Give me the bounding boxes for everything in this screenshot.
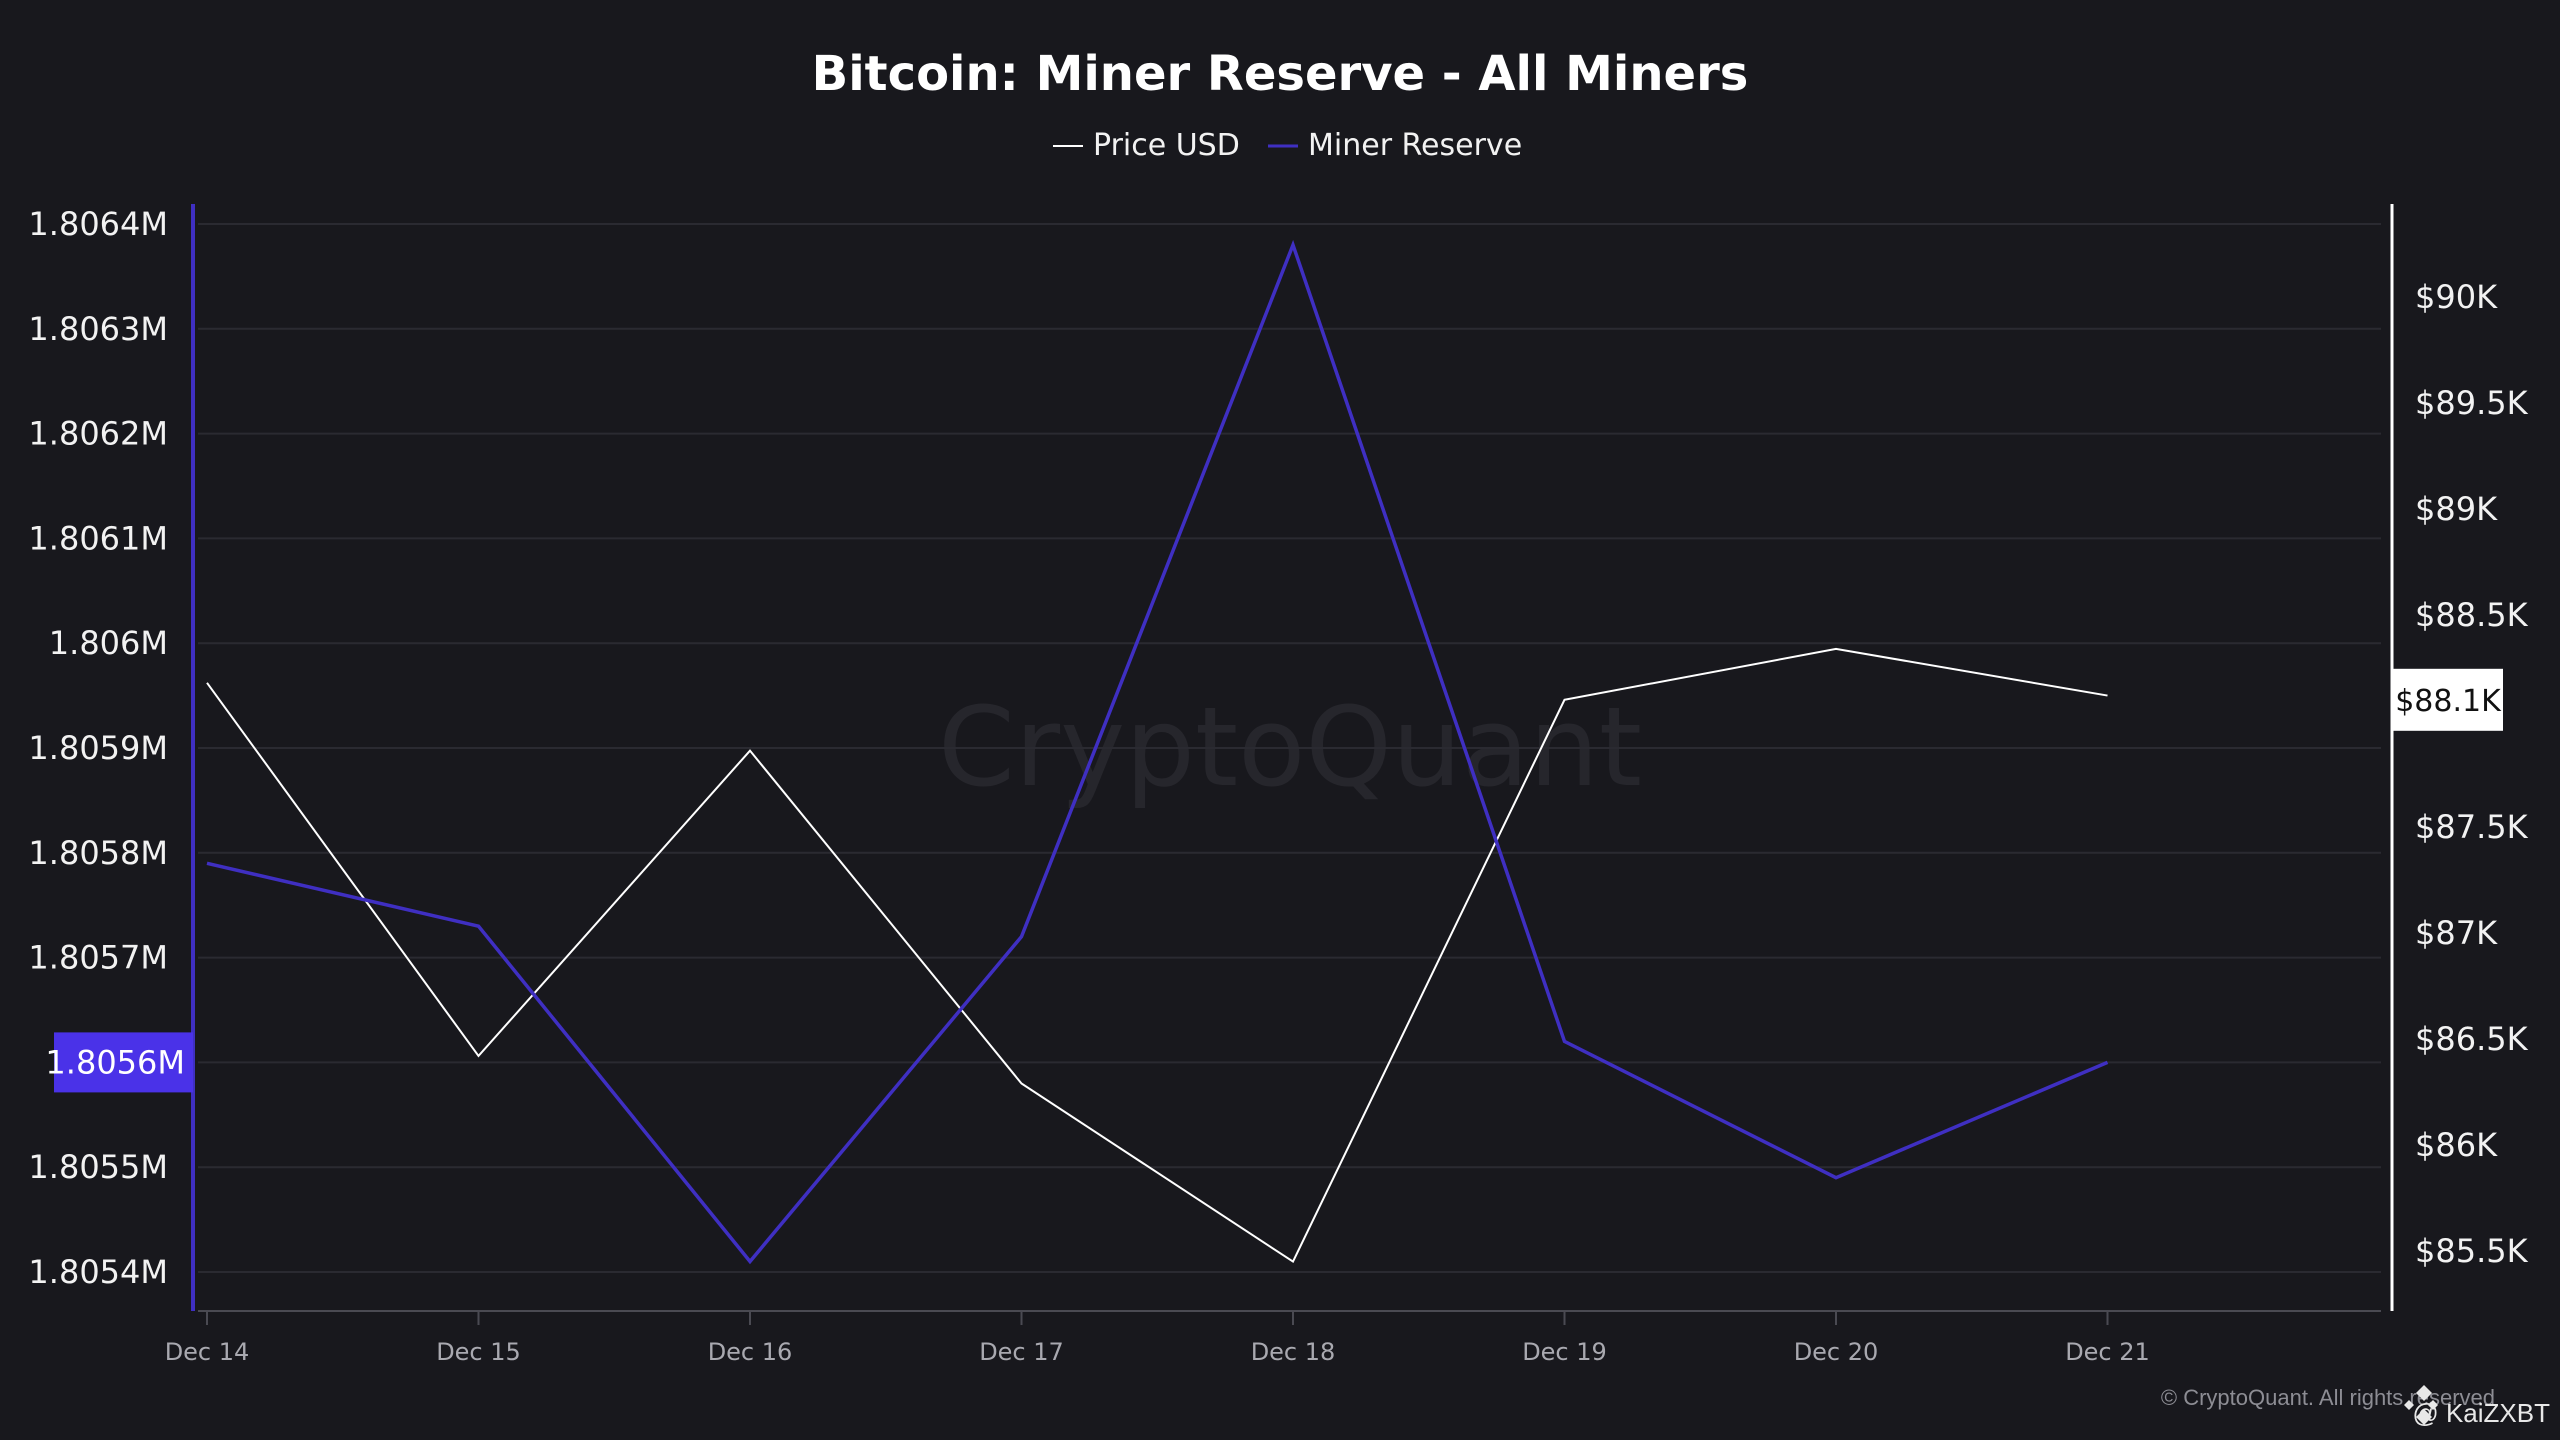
- left-tick-label: 1.8054M: [28, 1253, 168, 1291]
- right-tick-label: $87K: [2415, 914, 2498, 952]
- x-tick-label: Dec 16: [708, 1338, 793, 1366]
- left-tick-label: 1.806M: [49, 624, 168, 662]
- x-tick-label: Dec 21: [2065, 1338, 2150, 1366]
- right-crosshair-badge: [2393, 668, 2503, 731]
- left-tick-label: 1.8062M: [28, 415, 168, 453]
- right-tick-label: $89K: [2415, 490, 2498, 528]
- legend: Price USD Miner Reserve: [1053, 128, 1522, 163]
- x-tick-label: Dec 18: [1251, 1338, 1336, 1366]
- series-line-miner-reserve: [206, 239, 2109, 1265]
- x-tick-label: Dec 19: [1522, 1338, 1607, 1366]
- right-tick-label: $87.5K: [2415, 808, 2529, 846]
- author-credit: @ KaiZXBT: [2404, 1385, 2550, 1428]
- legend-miner-reserve[interactable]: Miner Reserve: [1308, 128, 1522, 163]
- x-tick-label: Dec 15: [436, 1338, 521, 1366]
- left-tick-label: 1.8058M: [28, 834, 168, 872]
- left-tick-label: 1.8064M: [28, 205, 168, 243]
- binance-logo-icon: [2404, 1385, 2438, 1425]
- right-tick-label: $90K: [2415, 278, 2498, 316]
- author-handle: @ KaiZXBT: [2412, 1398, 2550, 1428]
- left-crosshair-badge: [54, 1032, 193, 1093]
- left-tick-label: 1.8059M: [28, 729, 168, 767]
- right-tick-label: $89.5K: [2415, 384, 2529, 422]
- left-tick-label: 1.8063M: [28, 310, 168, 348]
- legend-price-usd[interactable]: Price USD: [1093, 128, 1240, 163]
- right-crosshair-label: $88.1K: [2395, 684, 2502, 719]
- x-tick-label: Dec 14: [165, 1338, 250, 1366]
- right-tick-label: $85.5K: [2415, 1232, 2529, 1270]
- left-crosshair-label: 1.8056M: [45, 1043, 185, 1081]
- right-tick-label: $86.5K: [2415, 1020, 2529, 1058]
- series-line-price-usd: [206, 647, 2108, 1264]
- copyright: © CryptoQuant. All rights reserved: [2161, 1385, 2495, 1410]
- x-tick-label: Dec 17: [979, 1338, 1064, 1366]
- left-tick-label: 1.8055M: [28, 1148, 168, 1186]
- right-tick-label: $88.5K: [2415, 596, 2529, 634]
- x-tick-label: Dec 20: [1794, 1338, 1879, 1366]
- right-tick-label: $86K: [2415, 1126, 2498, 1164]
- grid: [198, 223, 2381, 1273]
- left-tick-label: 1.8057M: [28, 939, 168, 977]
- chart-title: Bitcoin: Miner Reserve - All Miners: [812, 46, 1749, 102]
- left-tick-label: 1.8061M: [28, 519, 168, 557]
